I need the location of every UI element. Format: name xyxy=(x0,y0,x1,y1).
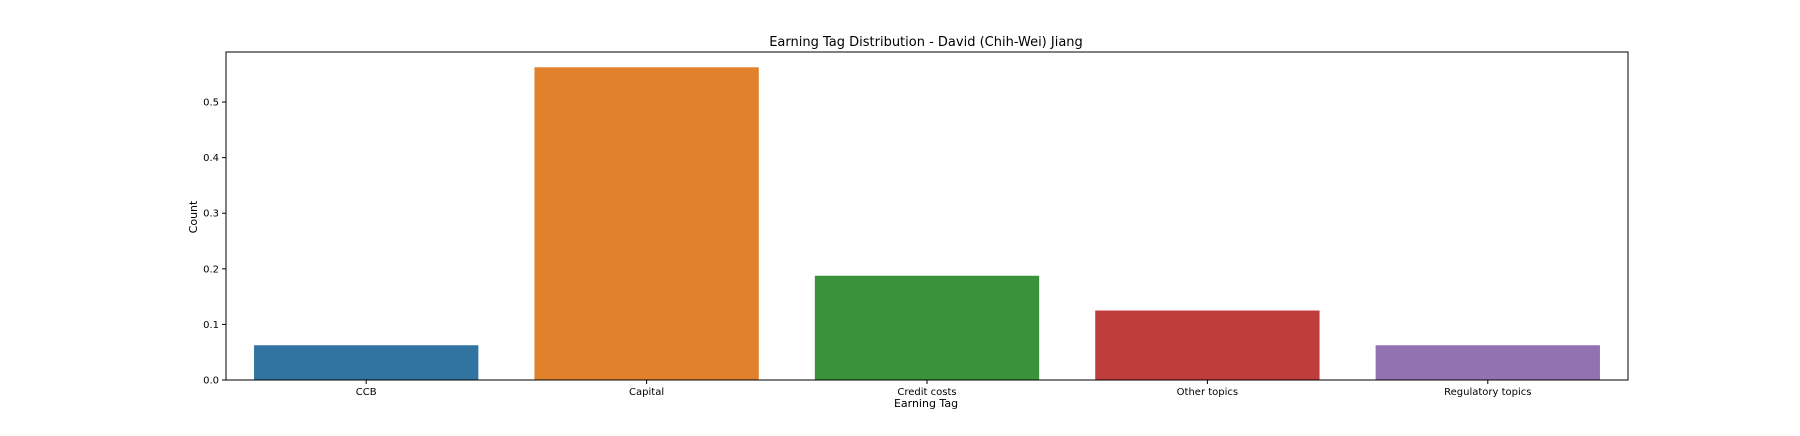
bar-other-topics xyxy=(1095,310,1320,380)
x-tick-label: Credit costs xyxy=(897,387,956,398)
x-tick-label: Capital xyxy=(629,387,664,398)
y-tick-label: 0.3 xyxy=(203,209,219,220)
y-tick-label: 0.1 xyxy=(203,320,219,331)
x-tick-label: CCB xyxy=(356,387,377,398)
y-tick-label: 0.2 xyxy=(203,264,219,275)
y-tick-label: 0.5 xyxy=(203,98,219,109)
bar-credit-costs xyxy=(814,275,1040,380)
y-axis-label: Count xyxy=(187,200,200,233)
x-tick-label: Regulatory topics xyxy=(1444,387,1531,398)
x-axis-label: Earning Tag xyxy=(894,397,958,410)
bar-regulatory-topics xyxy=(1375,345,1600,380)
plot-area: CCB Capital Credit costs Other topics Regula… xyxy=(203,51,1629,398)
chart-title: Earning Tag Distribution - David (Chih-W… xyxy=(769,35,1083,50)
y-tick-label: 0.4 xyxy=(203,153,219,164)
bar-ccb xyxy=(254,345,479,380)
y-tick-label: 0.0 xyxy=(203,376,219,387)
bar-capital xyxy=(534,67,759,380)
x-tick-label: Other topics xyxy=(1177,387,1238,398)
